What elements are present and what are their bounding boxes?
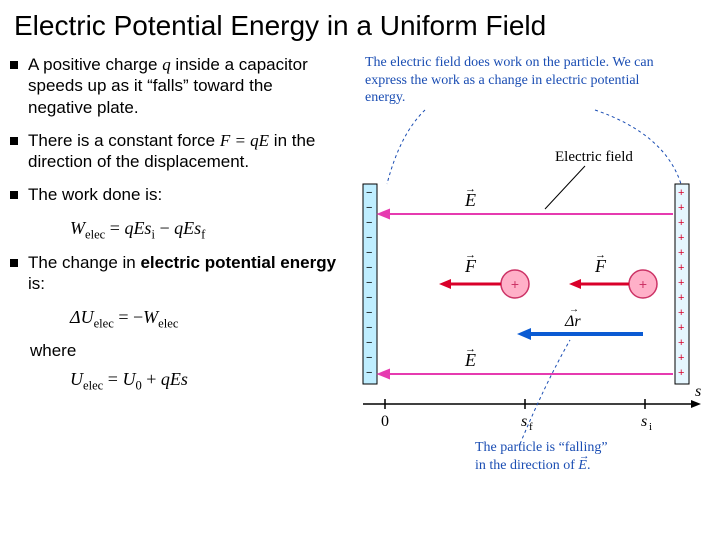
- eq2-sub1: elec: [94, 316, 114, 330]
- page-title: Electric Potential Energy in a Uniform F…: [0, 0, 720, 48]
- svg-text:−: −: [366, 307, 372, 319]
- eq1-minus: −: [155, 218, 174, 238]
- svg-text:+: +: [678, 202, 684, 214]
- bullet-2-eq: F = qE: [220, 131, 269, 150]
- svg-text:+: +: [678, 277, 684, 289]
- svg-text:+: +: [678, 247, 684, 259]
- svg-text:→: →: [595, 249, 606, 261]
- caption-bottom: The particle is “falling” in the directi…: [475, 439, 608, 474]
- eq1-qEs1: qEs: [124, 218, 151, 238]
- eq3-plus: +: [142, 369, 161, 389]
- svg-text:s: s: [641, 413, 647, 430]
- svg-text:0: 0: [381, 413, 389, 430]
- svg-text:−: −: [366, 187, 372, 199]
- svg-text:+: +: [511, 276, 519, 292]
- svg-text:f: f: [529, 421, 533, 433]
- bullet-4-pre: The change in: [28, 253, 140, 272]
- svg-text:→: →: [465, 249, 476, 261]
- svg-text:+: +: [678, 352, 684, 364]
- eq2-sub2: elec: [158, 316, 178, 330]
- svg-text:+: +: [678, 337, 684, 349]
- eq2-W: W: [143, 307, 158, 327]
- bullet-4-post: is:: [28, 274, 45, 293]
- where-label: where: [30, 341, 339, 361]
- svg-text:−: −: [366, 232, 372, 244]
- svg-text:+: +: [678, 307, 684, 319]
- eq3-eq: =: [103, 369, 122, 389]
- bullet-1: A positive charge q inside a capacitor s…: [10, 54, 339, 118]
- svg-text:−: −: [366, 352, 372, 364]
- svg-text:+: +: [678, 322, 684, 334]
- equation-3: Uelec = U0 + qEs: [70, 369, 339, 394]
- eq2-eq: = −: [114, 307, 143, 327]
- svg-text:+: +: [678, 217, 684, 229]
- svg-text:+: +: [678, 187, 684, 199]
- eq1-eq: =: [105, 218, 124, 238]
- bullet-square-icon: [10, 137, 18, 145]
- eq3-U: U: [70, 369, 83, 389]
- bullet-3: The work done is:: [10, 184, 339, 205]
- eq3-U0: U: [122, 369, 135, 389]
- bullet-3-text: The work done is:: [28, 184, 162, 205]
- bullet-2: There is a constant force F = qE in the …: [10, 130, 339, 173]
- right-column: The electric field does work on the part…: [345, 54, 705, 404]
- svg-text:−: −: [366, 262, 372, 274]
- bullet-1-q: q: [162, 55, 171, 74]
- svg-text:+: +: [678, 232, 684, 244]
- bullet-square-icon: [10, 259, 18, 267]
- svg-text:−: −: [366, 277, 372, 289]
- svg-text:+: +: [678, 367, 684, 379]
- caption-bottom-E: E: [578, 458, 587, 473]
- eq2-dU: ΔU: [70, 307, 94, 327]
- svg-text:−: −: [366, 292, 372, 304]
- content-row: A positive charge q inside a capacitor s…: [0, 48, 720, 404]
- svg-text:−: −: [366, 247, 372, 259]
- svg-text:+: +: [678, 262, 684, 274]
- capacitor-diagram: E → E → + F → + F →: [345, 54, 705, 474]
- eq3-sub: elec: [83, 379, 103, 393]
- bullet-square-icon: [10, 61, 18, 69]
- bullet-4: The change in electric potential energy …: [10, 252, 339, 295]
- bullet-square-icon: [10, 191, 18, 199]
- equation-1: Welec = qEsi − qEsf: [70, 218, 339, 243]
- eq1-W: W: [70, 218, 85, 238]
- svg-text:+: +: [678, 292, 684, 304]
- svg-text:i: i: [649, 421, 652, 433]
- equation-2: ΔUelec = −Welec: [70, 307, 339, 332]
- eq1-f: f: [201, 227, 205, 241]
- svg-text:→: →: [465, 183, 476, 195]
- svg-text:Δr: Δr: [564, 313, 581, 330]
- left-column: A positive charge q inside a capacitor s…: [10, 54, 345, 404]
- svg-text:−: −: [366, 367, 372, 379]
- svg-text:−: −: [366, 322, 372, 334]
- bullet-1-pre: A positive charge: [28, 55, 162, 74]
- eq1-sub: elec: [85, 227, 105, 241]
- bullet-4-bold: electric potential energy: [140, 253, 336, 272]
- eq1-qEs2: qEs: [174, 218, 201, 238]
- caption-bottom-2: in the direction of: [475, 458, 578, 473]
- svg-text:→: →: [465, 343, 476, 355]
- svg-text:→: →: [569, 304, 579, 315]
- svg-text:−: −: [366, 202, 372, 214]
- eq3-qEs: qEs: [161, 369, 188, 389]
- svg-text:s: s: [695, 383, 701, 400]
- bullet-2-pre: There is a constant force: [28, 131, 220, 150]
- svg-text:−: −: [366, 217, 372, 229]
- svg-text:+: +: [639, 276, 647, 292]
- svg-text:−: −: [366, 337, 372, 349]
- svg-text:s: s: [521, 413, 527, 430]
